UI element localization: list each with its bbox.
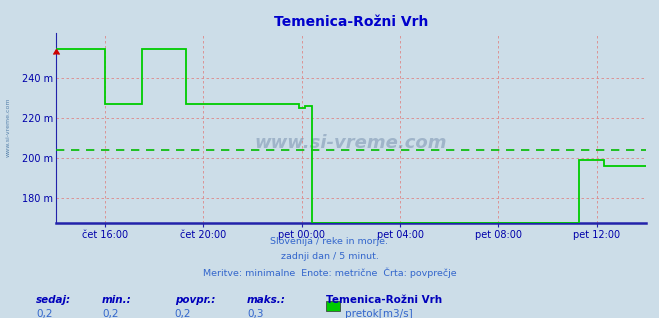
Text: Slovenija / reke in morje.: Slovenija / reke in morje.	[270, 237, 389, 246]
Text: maks.:: maks.:	[247, 295, 286, 305]
Text: povpr.:: povpr.:	[175, 295, 215, 305]
Text: zadnji dan / 5 minut.: zadnji dan / 5 minut.	[281, 252, 378, 261]
Text: www.si-vreme.com: www.si-vreme.com	[254, 134, 447, 152]
Text: Meritve: minimalne  Enote: metrične  Črta: povprečje: Meritve: minimalne Enote: metrične Črta:…	[203, 267, 456, 278]
Text: pretok[m3/s]: pretok[m3/s]	[345, 309, 413, 318]
Text: 0,2: 0,2	[36, 309, 53, 318]
Text: sedaj:: sedaj:	[36, 295, 71, 305]
Text: Temenica-Rožni Vrh: Temenica-Rožni Vrh	[326, 295, 442, 305]
Text: www.si-vreme.com: www.si-vreme.com	[5, 97, 11, 157]
Text: 0,2: 0,2	[175, 309, 191, 318]
Title: Temenica-Rožni Vrh: Temenica-Rožni Vrh	[273, 16, 428, 30]
Text: min.:: min.:	[102, 295, 132, 305]
Text: 0,2: 0,2	[102, 309, 119, 318]
Text: 0,3: 0,3	[247, 309, 264, 318]
